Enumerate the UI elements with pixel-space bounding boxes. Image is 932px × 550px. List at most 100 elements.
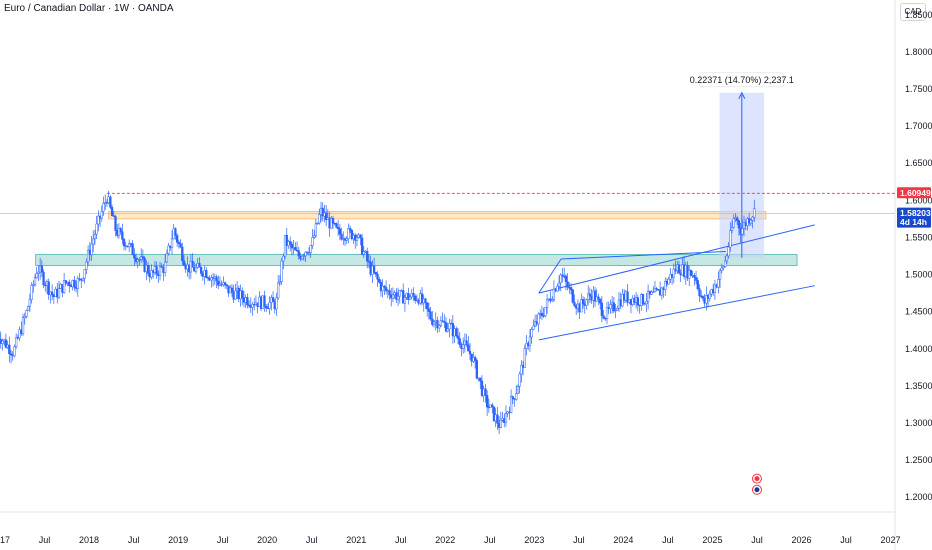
- candle-body: [205, 270, 208, 278]
- candle-body: [718, 270, 722, 280]
- candle-body: [289, 241, 292, 245]
- y-tick-label: 1.75000: [905, 84, 932, 94]
- candle-body: [307, 252, 311, 254]
- candle-body: [311, 237, 314, 246]
- candle-body: [8, 344, 11, 355]
- candle-body: [100, 211, 103, 219]
- candle-body: [525, 342, 528, 349]
- candle-body: [523, 348, 526, 368]
- candle-body: [9, 353, 13, 356]
- candle-body: [571, 289, 574, 303]
- candle-body: [753, 208, 756, 218]
- candle-body: [181, 246, 184, 261]
- candle-body: [424, 298, 427, 304]
- candle-body: [516, 386, 520, 394]
- candle-body: [689, 269, 693, 276]
- candle-body: [230, 287, 234, 293]
- y-tick-label: 1.60000: [905, 195, 932, 205]
- candle-body: [552, 288, 556, 300]
- candle-body: [643, 303, 646, 305]
- y-tick-label: 1.55000: [905, 232, 932, 242]
- support-zone[interactable]: [35, 254, 798, 267]
- candle-body: [165, 253, 169, 263]
- candle-body: [170, 238, 174, 248]
- candle-body: [167, 245, 170, 254]
- measure-label: 0.22371 (14.70%) 2,237.1: [690, 75, 794, 85]
- candle-body: [587, 293, 590, 300]
- candle-body: [511, 396, 514, 399]
- candle-body: [729, 230, 732, 248]
- candle-body: [468, 350, 472, 355]
- candle-body: [518, 373, 521, 387]
- x-tick-label: Jul: [128, 535, 140, 545]
- candle-body: [566, 281, 569, 288]
- candle-body: [114, 216, 117, 231]
- candle-body: [81, 277, 85, 281]
- candle-body: [530, 328, 533, 338]
- candle-body: [694, 277, 698, 281]
- candle-body: [110, 207, 114, 217]
- candle-body: [225, 284, 228, 286]
- currency-label[interactable]: CAD: [900, 3, 926, 21]
- candle-body: [83, 269, 86, 279]
- candle-body: [599, 299, 602, 304]
- candle-body: [27, 306, 30, 311]
- candle-body: [414, 295, 417, 301]
- candle-body: [290, 243, 294, 249]
- candle-body: [448, 322, 451, 330]
- candle-body: [398, 290, 401, 297]
- candle-body: [444, 322, 448, 332]
- x-tick-label: 2026: [791, 535, 811, 545]
- x-tick-label: 2024: [613, 535, 633, 545]
- candle-body: [504, 413, 508, 423]
- candle-body: [217, 280, 220, 286]
- candle-body: [724, 260, 727, 267]
- candle-body: [21, 317, 25, 335]
- candle-body: [143, 257, 146, 272]
- x-tick-label: 2017: [0, 535, 10, 545]
- candle-body: [215, 276, 218, 282]
- candle-body: [491, 404, 494, 407]
- candle-body: [345, 238, 348, 241]
- trendline[interactable]: [538, 258, 562, 294]
- candle-body: [597, 296, 600, 300]
- candle-body: [85, 261, 88, 270]
- candle-body: [92, 238, 95, 245]
- trendline[interactable]: [538, 224, 815, 294]
- current-price-tag: 1.58203: [900, 208, 931, 218]
- candle-body: [456, 335, 460, 339]
- candle-body: [335, 223, 338, 228]
- candle-body: [64, 280, 67, 284]
- dashed-level-price-tag: 1.60949: [900, 188, 931, 198]
- y-tick-label: 1.30000: [905, 418, 932, 428]
- trendline[interactable]: [561, 251, 726, 260]
- candle-body: [378, 279, 381, 283]
- candle-body: [551, 299, 554, 302]
- y-tick-label: 1.65000: [905, 158, 932, 168]
- candle-body: [314, 223, 318, 236]
- candle-body: [420, 293, 424, 304]
- candle-body: [479, 377, 482, 382]
- candle-body: [455, 328, 458, 337]
- candle-body: [280, 260, 283, 282]
- candle-body: [485, 395, 489, 408]
- candle-body: [427, 308, 431, 312]
- resistance-zone[interactable]: [108, 211, 767, 220]
- trendline[interactable]: [538, 285, 815, 341]
- candle-body: [35, 273, 38, 279]
- candle-body: [191, 261, 194, 268]
- candle-body: [432, 321, 436, 325]
- candle-body: [57, 288, 61, 298]
- candle-body: [360, 237, 364, 255]
- candle-body: [612, 302, 616, 312]
- candle-body: [636, 297, 639, 306]
- candle-body: [366, 251, 369, 262]
- candle-body: [439, 320, 443, 326]
- candle-body: [93, 233, 97, 240]
- candle-body: [540, 312, 544, 316]
- candle-body: [561, 274, 564, 277]
- candle-body: [462, 344, 465, 349]
- candle-body: [246, 297, 249, 306]
